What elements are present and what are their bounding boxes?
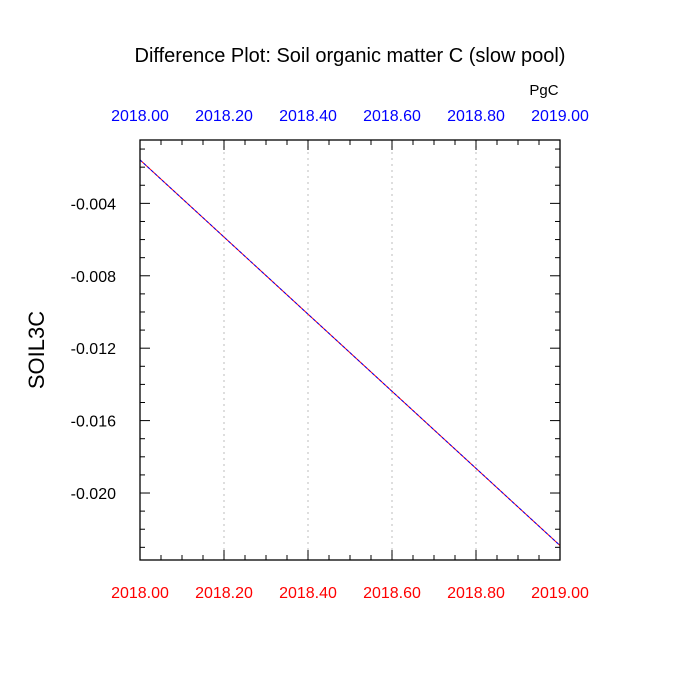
axis-ticks: [139, 140, 561, 560]
chart-title: Difference Plot: Soil organic matter C (…: [135, 45, 566, 67]
y-tick-label: -0.016: [71, 414, 116, 431]
x-tick-label-bottom: 2018.00: [111, 585, 169, 602]
y-tick-label: -0.008: [71, 269, 116, 286]
x-tick-label-bottom: 2018.40: [279, 585, 337, 602]
x-tick-label-top: 2018.60: [363, 108, 421, 125]
x-tick-label-top: 2018.20: [195, 108, 253, 125]
y-tick-label: -0.020: [71, 486, 116, 503]
series-line-primary: [139, 159, 561, 546]
x-tick-label-top: 2018.80: [447, 108, 505, 125]
y-tick-label: -0.004: [71, 196, 116, 213]
x-tick-label-bottom: 2019.00: [531, 585, 589, 602]
x-tick-label-bottom: 2018.60: [363, 585, 421, 602]
x-tick-label-bottom: 2018.80: [447, 585, 505, 602]
plot-frame: [139, 139, 561, 561]
x-tick-label-top: 2018.40: [279, 108, 337, 125]
grid-lines: [223, 140, 477, 560]
tick-labels: 2018.00 2018.00 2018.20 2018.20 2018.40 2018.…: [71, 108, 589, 602]
y-axis-label: SOIL3C: [24, 311, 49, 389]
plot-area-series: [139, 159, 561, 546]
x-tick-label-bottom: 2018.20: [195, 585, 253, 602]
x-tick-label-top: 2018.00: [111, 108, 169, 125]
y-tick-label: -0.012: [71, 341, 116, 358]
x-tick-label-top: 2019.00: [531, 108, 589, 125]
units-label: PgC: [529, 82, 558, 99]
